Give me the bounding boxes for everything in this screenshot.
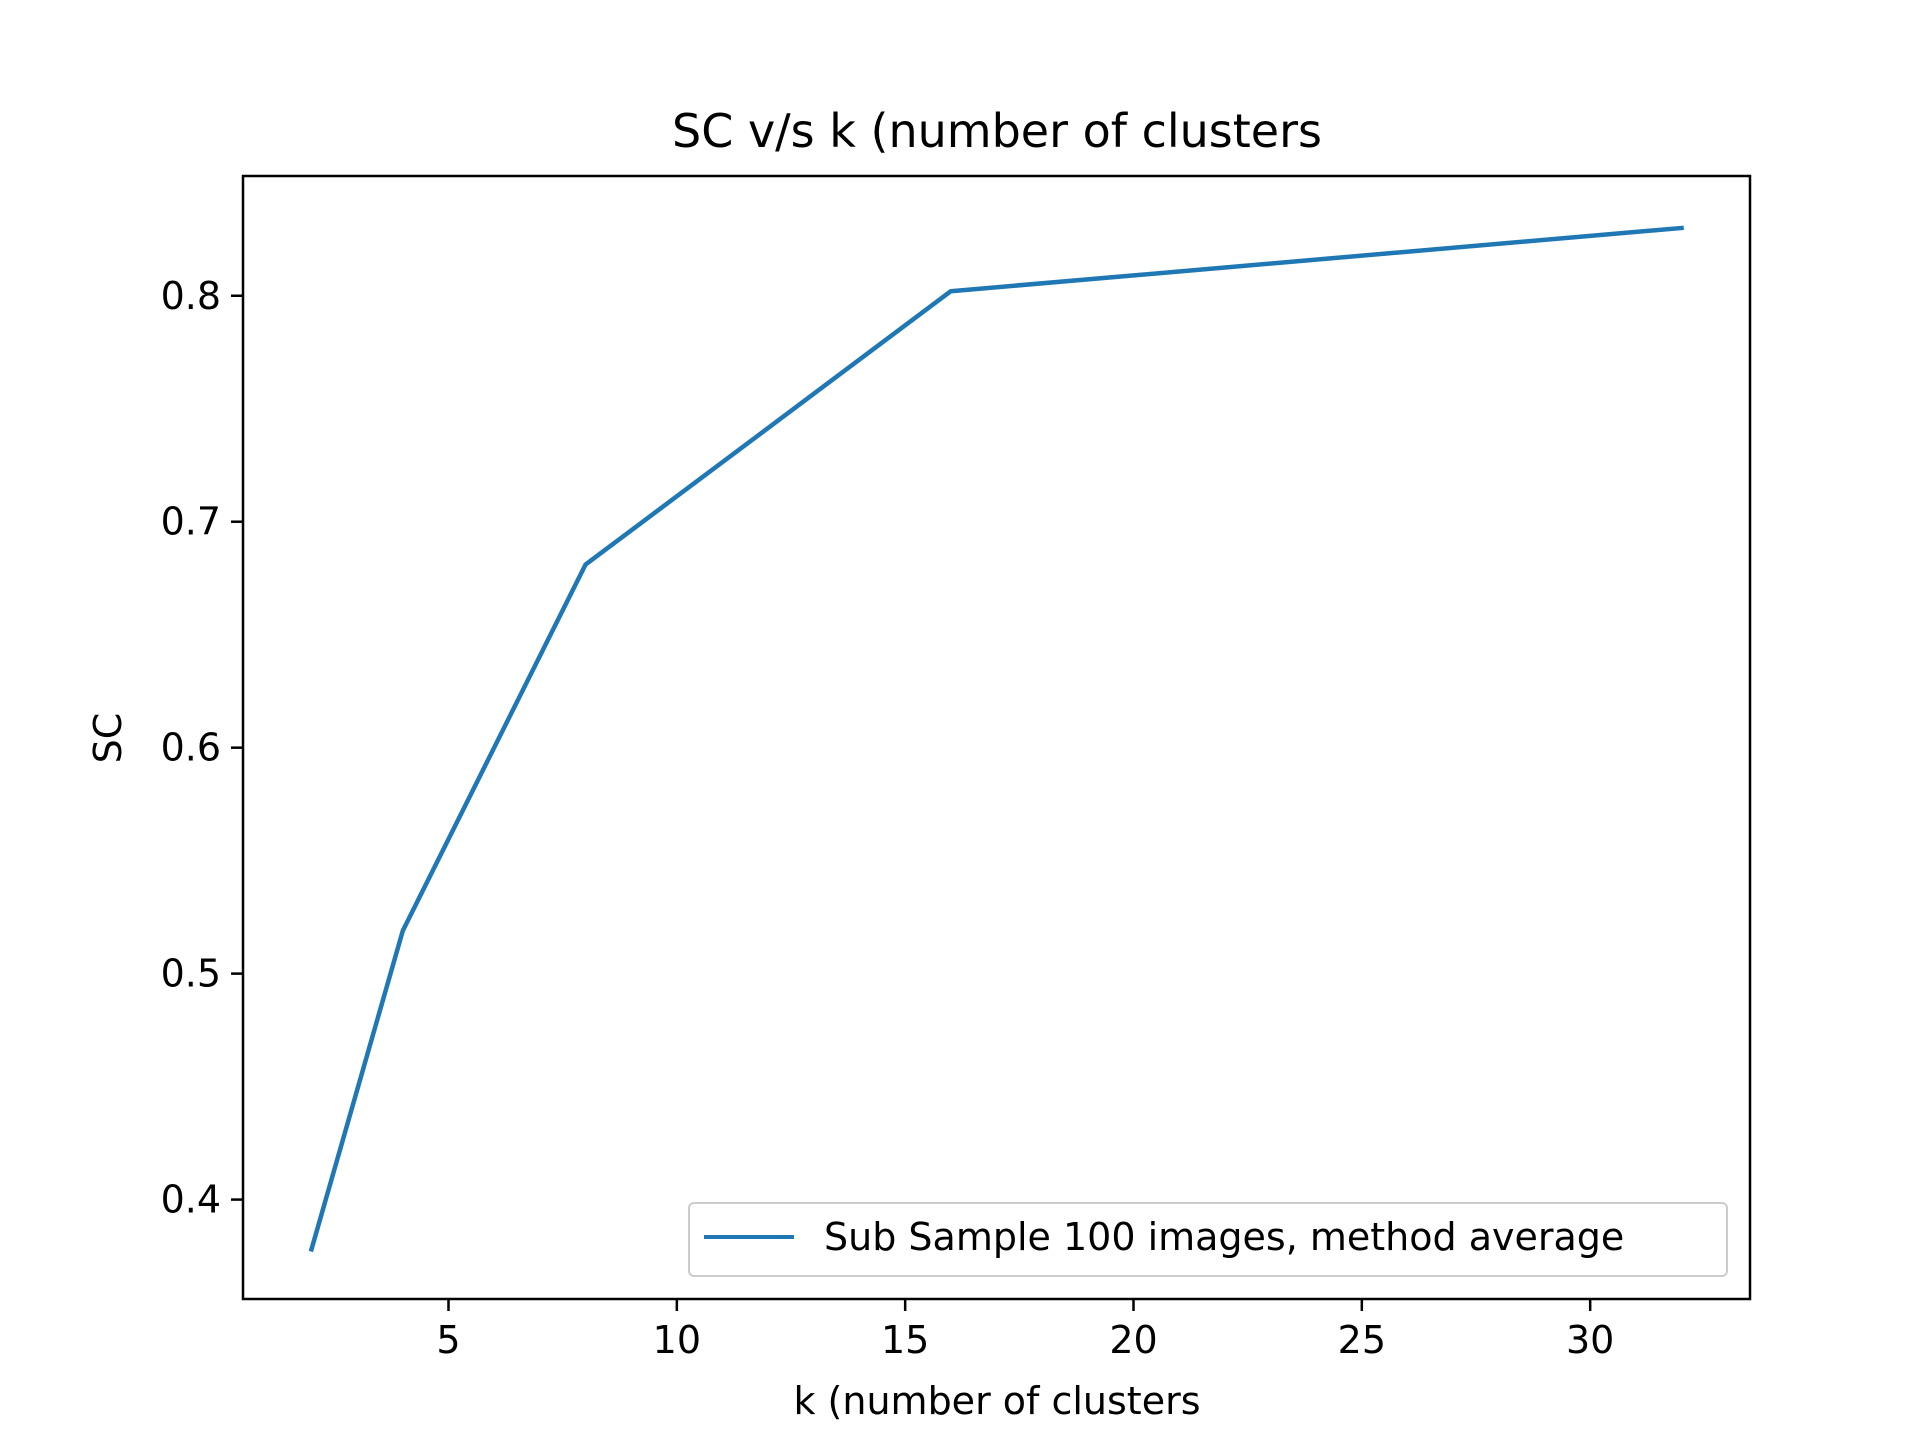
y-axis-label: SC [86,713,130,764]
x-tick-label: 10 [653,1318,701,1362]
y-tick-label: 0.8 [161,274,221,318]
y-axis-ticks: 0.4 0.5 0.6 0.7 0.8 [161,274,243,1222]
legend: Sub Sample 100 images, method average [688,1202,1728,1277]
x-axis-label: k (number of clusters [793,1379,1200,1423]
x-tick-label: 20 [1109,1318,1157,1362]
y-tick-label: 0.5 [161,952,221,996]
x-tick-label: 15 [881,1318,929,1362]
chart-title: SC v/s k (number of clusters [672,104,1322,158]
y-tick-label: 0.4 [161,1178,221,1222]
legend-box [688,1202,1728,1277]
y-tick-label: 0.6 [161,726,221,770]
legend-label: Sub Sample 100 images, method average [824,1215,1624,1259]
series-layer [308,225,1684,1253]
y-tick-label: 0.7 [161,500,221,544]
x-axis-ticks: 5 10 15 20 25 30 [436,1299,1614,1362]
x-tick-label: 5 [436,1318,460,1362]
x-tick-label: 30 [1566,1318,1614,1362]
x-tick-label: 25 [1338,1318,1386,1362]
plot-frame [241,174,1752,1301]
series-line [308,225,1684,1253]
